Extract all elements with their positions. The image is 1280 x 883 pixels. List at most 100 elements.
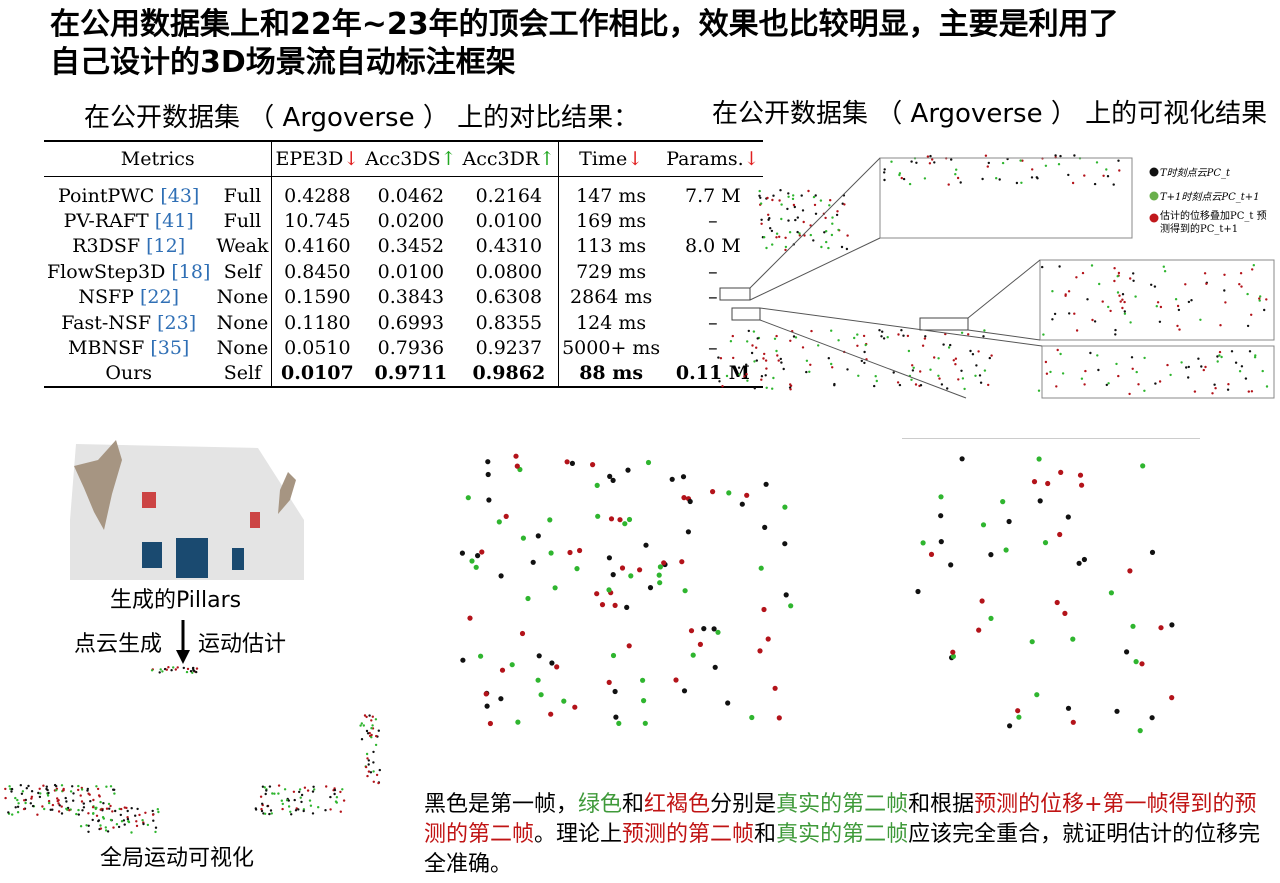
scene-point bbox=[817, 344, 820, 347]
scatter-point bbox=[484, 703, 490, 709]
global-point bbox=[14, 806, 17, 809]
scene-point bbox=[1162, 265, 1165, 268]
global-point bbox=[79, 794, 82, 797]
global-point bbox=[122, 819, 126, 822]
global-point bbox=[268, 785, 272, 788]
scene-point bbox=[747, 329, 750, 333]
scatter-point bbox=[1007, 723, 1013, 729]
scene-point bbox=[1244, 377, 1248, 380]
scene-point bbox=[789, 388, 792, 391]
global-point bbox=[375, 734, 378, 738]
global-point bbox=[75, 812, 78, 816]
global-point bbox=[263, 786, 266, 789]
global-point bbox=[151, 809, 154, 813]
scene-point bbox=[794, 336, 798, 339]
scene-point bbox=[1116, 291, 1120, 294]
scatter-point bbox=[626, 643, 632, 649]
scene-point bbox=[988, 356, 991, 360]
acc3ds-value: 0.9711 bbox=[374, 362, 448, 385]
scene-point bbox=[975, 364, 978, 367]
global-point bbox=[57, 810, 61, 813]
method-name: PointPWC [43] bbox=[58, 184, 200, 207]
scene-point bbox=[776, 354, 779, 357]
global-point bbox=[372, 761, 375, 764]
scatter-point bbox=[701, 626, 707, 632]
scene-point bbox=[1117, 271, 1121, 275]
global-point bbox=[82, 806, 86, 809]
global-point bbox=[270, 812, 273, 815]
scene-point bbox=[1265, 298, 1268, 301]
params-value: – bbox=[708, 286, 718, 309]
scene-point bbox=[1109, 309, 1112, 313]
acc3dr-value: 0.9862 bbox=[472, 362, 546, 385]
scene-point bbox=[825, 240, 828, 244]
down-arrow-icon: ↓ bbox=[343, 148, 360, 170]
scene-point bbox=[915, 161, 918, 164]
scene-point bbox=[771, 387, 774, 390]
scene-point bbox=[986, 165, 989, 168]
scene-point bbox=[1057, 163, 1061, 166]
scene-point bbox=[921, 344, 925, 347]
scatter-point bbox=[515, 719, 521, 725]
global-point bbox=[174, 668, 177, 671]
scene-point bbox=[789, 339, 792, 342]
global-point bbox=[109, 818, 113, 822]
method-name: FlowStep3D [18] bbox=[47, 260, 211, 283]
global-point bbox=[10, 787, 14, 791]
scene-point bbox=[906, 334, 910, 338]
global-point bbox=[99, 827, 103, 830]
scene-point bbox=[1187, 300, 1191, 304]
scatter-point bbox=[1058, 469, 1064, 475]
method-name: PV-RAFT [41] bbox=[63, 210, 194, 233]
scatter-point bbox=[520, 535, 526, 541]
scene-point bbox=[755, 359, 758, 362]
method-name: NSFP [22] bbox=[78, 286, 180, 309]
scene-point bbox=[1135, 370, 1138, 374]
scatter-point bbox=[656, 572, 662, 578]
global-point bbox=[287, 805, 291, 808]
acc3dr-value: 0.6308 bbox=[475, 286, 543, 309]
global-point bbox=[308, 799, 312, 802]
scene-point bbox=[1184, 283, 1187, 286]
time-value: 729 ms bbox=[558, 259, 664, 285]
scene-point bbox=[798, 234, 801, 237]
scene-point bbox=[928, 162, 932, 165]
scene-point bbox=[1187, 376, 1190, 379]
scatter-point bbox=[548, 550, 554, 556]
global-point bbox=[335, 796, 339, 799]
scene-point bbox=[931, 158, 934, 161]
global-point bbox=[191, 667, 195, 670]
supervision: None bbox=[216, 337, 269, 360]
global-point bbox=[25, 787, 28, 790]
global-point bbox=[120, 820, 124, 823]
scene-point bbox=[1137, 383, 1140, 386]
scatter-point bbox=[525, 595, 531, 602]
scene-point bbox=[771, 198, 774, 202]
epe3d-value: 0.4160 bbox=[271, 233, 363, 260]
header-time: Time↓ bbox=[558, 141, 664, 177]
scene-point bbox=[950, 158, 953, 161]
scene-point bbox=[1250, 390, 1254, 393]
time-value: 2864 ms bbox=[558, 284, 664, 310]
scene-point bbox=[813, 203, 817, 207]
global-point bbox=[85, 824, 88, 827]
scene-point bbox=[981, 177, 984, 181]
scene-point bbox=[1202, 368, 1205, 372]
table-header-row: Metrics EPE3D↓ Acc3DS↑ Acc3DR↑ Time↓ Par… bbox=[44, 141, 763, 177]
global-point bbox=[341, 788, 344, 791]
scatter-point bbox=[1045, 480, 1051, 487]
scene-point bbox=[1180, 361, 1183, 364]
scatter-point bbox=[567, 549, 573, 556]
scene-point bbox=[792, 194, 795, 197]
global-point bbox=[191, 671, 194, 674]
method-name: R3DSF [12] bbox=[72, 235, 186, 258]
global-caption: 全局运动可视化 bbox=[100, 846, 255, 871]
scatter-point bbox=[643, 542, 649, 548]
scene-point bbox=[990, 354, 993, 357]
scene-point bbox=[780, 203, 783, 206]
global-point bbox=[167, 666, 170, 669]
scene-point bbox=[1150, 283, 1153, 286]
global-point bbox=[368, 714, 371, 717]
scene-point bbox=[875, 379, 878, 383]
scene-point bbox=[857, 374, 860, 377]
